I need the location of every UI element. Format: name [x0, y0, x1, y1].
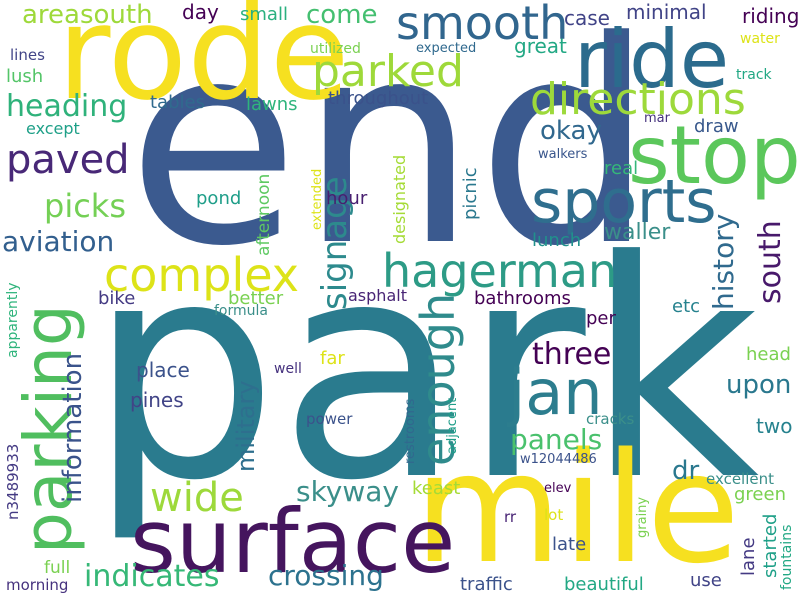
word-n3489933: n3489933 [4, 443, 22, 520]
word-ride: ride [574, 13, 730, 106]
word-full: full [44, 558, 71, 578]
word-throughout: throughout [328, 88, 429, 109]
word-complex: complex [104, 248, 299, 302]
word-designated: designated [390, 154, 409, 244]
word-day: day [182, 0, 219, 24]
word-riding: riding [742, 4, 800, 28]
word-fountains: fountains [779, 524, 795, 590]
word-far: far [320, 348, 345, 369]
word-traffic: traffic [460, 574, 513, 595]
word-lunch: lunch [532, 230, 582, 251]
word-case: case [564, 6, 610, 30]
word-water: water [740, 31, 780, 47]
word-except: except [26, 119, 80, 138]
word-restrooms: restrooms [403, 398, 418, 464]
word-information: information [58, 352, 88, 503]
word-skyway: skyway [296, 475, 400, 508]
word-extended: extended [310, 168, 325, 230]
word-power: power [306, 410, 353, 428]
word-grainy: grainy [635, 496, 650, 538]
word-parked: parked [312, 46, 464, 97]
word-well: well [274, 361, 302, 377]
word-started: started [760, 513, 781, 578]
word-minimal: minimal [626, 0, 707, 24]
word-history: history [707, 213, 740, 310]
word-green: green [734, 484, 786, 505]
word-cracks: cracks [586, 410, 635, 428]
word-formula: formula [214, 303, 268, 319]
word-lot: lot [544, 506, 564, 524]
word-stop: stop [628, 109, 800, 202]
word-sports: sports [531, 167, 717, 237]
word-panels: panels [510, 423, 603, 456]
word-expected: expected [416, 41, 477, 56]
word-dr: dr [672, 456, 700, 486]
word-afternoon: afternoon [254, 173, 274, 256]
word-south: south [753, 220, 788, 304]
word-asphalt: asphalt [348, 286, 407, 305]
word-upon: upon [726, 370, 792, 400]
word-bathrooms: bathrooms [474, 288, 571, 309]
word-mile: mile [414, 420, 741, 597]
word-indicates: indicates [84, 559, 220, 594]
word-better: better [228, 288, 284, 309]
word-elev: elev [544, 481, 572, 496]
word-per: per [586, 308, 616, 329]
word-end: end [127, 0, 655, 308]
word-bike: bike [98, 288, 136, 309]
word-okay: okay [540, 116, 602, 146]
word-morning: morning [6, 576, 69, 594]
word-utilized: utilized [310, 41, 361, 57]
word-park: park [88, 197, 760, 546]
word-small: small [240, 4, 288, 25]
word-great: great [514, 34, 567, 58]
word-pines: pines [130, 388, 184, 412]
word-real: real [604, 158, 639, 179]
word-pond: pond [196, 188, 242, 209]
word-two: two [756, 414, 793, 438]
word-w12044486: w12044486 [520, 452, 597, 467]
word-use: use [690, 570, 722, 591]
word-apparently: apparently [5, 282, 21, 358]
word-come: come [306, 0, 378, 30]
word-tables: tables [150, 92, 205, 113]
word-track: track [736, 67, 772, 83]
word-late: late [552, 534, 587, 555]
word-surface: surface [130, 490, 456, 593]
word-heading: heading [6, 89, 128, 124]
word-directions: directions [530, 74, 746, 125]
word-excellent: excellent [706, 470, 775, 488]
word-lush: lush [6, 66, 44, 87]
word-lane: lane [738, 537, 759, 576]
word-place: place [136, 358, 190, 382]
word-three: three [532, 337, 612, 372]
word-paved: paved [6, 137, 130, 183]
word-etc: etc [672, 296, 701, 317]
word-hour: hour [326, 188, 368, 209]
word-mar: mar [644, 111, 670, 126]
word-keast: keast [412, 478, 461, 499]
word-rode: rode [57, 0, 350, 129]
word-aviation: aviation [2, 225, 115, 258]
word-lawns: lawns [246, 94, 298, 115]
word-waller: waller [604, 220, 671, 245]
word-hagerman: hagerman [382, 244, 618, 298]
word-head: head [746, 344, 791, 365]
word-draw: draw [694, 116, 739, 137]
word-picnic: picnic [460, 167, 481, 220]
word-lines: lines [10, 46, 45, 64]
word-jan: jan [508, 356, 603, 429]
word-crossing: crossing [268, 559, 384, 592]
word-military: military [232, 380, 260, 472]
word-adjacent: adjacent [445, 397, 460, 454]
word-picks: picks [44, 187, 126, 225]
word-walkers: walkers [538, 147, 588, 162]
word-wide: wide [150, 475, 244, 521]
word-beautiful: beautiful [564, 574, 644, 595]
word-areasouth: areasouth [22, 0, 153, 30]
word-rr: rr [504, 508, 517, 526]
word-smooth: smooth [396, 0, 569, 50]
